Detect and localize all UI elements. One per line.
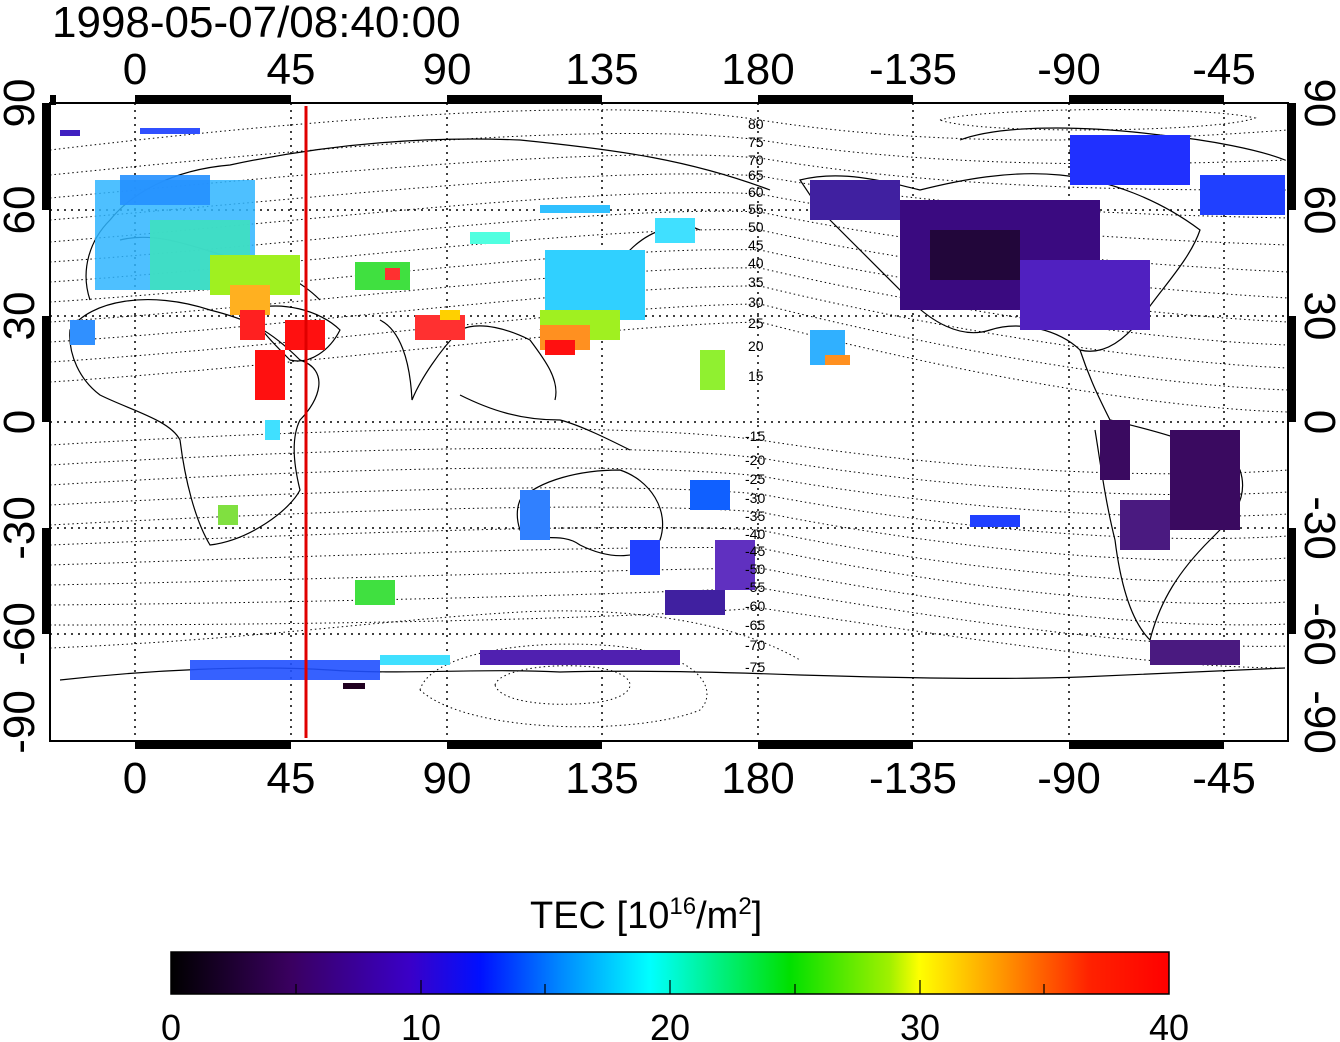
y-right-tick-label: -90: [1295, 690, 1340, 754]
colorbar-tick-label: 0: [161, 1007, 181, 1042]
x-top-tick-label: 180: [721, 45, 794, 94]
contour-label: -55: [745, 579, 765, 595]
contour-label: 80: [748, 116, 764, 132]
contour-label: 50: [748, 219, 764, 235]
contour-label: 75: [748, 134, 764, 150]
contour-label: 40: [748, 255, 764, 271]
contour-label: -65: [745, 617, 765, 633]
x-bottom-tick-label: -135: [869, 754, 957, 803]
contour-label: 60: [748, 184, 764, 200]
timestamp: 1998-05-07/08:40:00: [52, 0, 461, 47]
y-left-tick-label: 60: [0, 186, 44, 235]
x-top-tick-label: -135: [869, 45, 957, 94]
x-top-tick-label: 90: [423, 45, 472, 94]
y-left-tick-label: -90: [0, 690, 44, 754]
x-top-tick-label: 0: [123, 45, 147, 94]
contour-labels-north: 80 75 70 65 60 55 50 45 40 35 30 25 20 1…: [748, 116, 764, 384]
y-right-tick-label: 30: [1295, 292, 1340, 341]
colorbar-tick-label: 40: [1149, 1007, 1189, 1042]
y-right-tick-label: 60: [1295, 186, 1340, 235]
colorbar-tick-label: 10: [401, 1007, 441, 1042]
x-top-tick-label: 135: [565, 45, 638, 94]
y-axis-left: 90 60 30 0 -30 -60 -90: [0, 79, 44, 754]
y-right-tick-label: 0: [1295, 410, 1340, 434]
colorbar-tick-label: 30: [900, 1007, 940, 1042]
x-bottom-tick-label: 135: [565, 754, 638, 803]
x-bottom-tick-label: 90: [423, 754, 472, 803]
x-bottom-tick-label: 45: [267, 754, 316, 803]
colorbar-title: TEC [1016/m2]: [530, 893, 762, 937]
y-axis-right: 90 60 30 0 -30 -60 -90: [1295, 79, 1340, 754]
contour-label: 45: [748, 237, 764, 253]
contour-label: -70: [745, 637, 765, 653]
contour-label: -60: [745, 598, 765, 614]
contour-label: 20: [748, 338, 764, 354]
contour-label: -75: [745, 659, 765, 675]
y-right-tick-label: -30: [1295, 496, 1340, 560]
y-left-tick-label: -60: [0, 602, 44, 666]
y-left-tick-label: -30: [0, 496, 44, 560]
contour-label: 65: [748, 167, 764, 183]
contour-label: -20: [745, 452, 765, 468]
x-axis-bottom: 0 45 90 135 180 -135 -90 -45: [123, 754, 1256, 803]
contour-labels-south: -15 -20 -25 -30 -35 -40 -45 -50 -55 -60 …: [745, 428, 765, 675]
x-bottom-tick-label: 0: [123, 754, 147, 803]
contour-label: -30: [745, 490, 765, 506]
contour-label: 35: [748, 274, 764, 290]
y-left-tick-label: 0: [0, 410, 44, 434]
contour-label: -25: [745, 471, 765, 487]
tec-data-patches: [60, 128, 1285, 689]
contour-label: -50: [745, 561, 765, 577]
x-bottom-tick-label: -90: [1037, 754, 1101, 803]
contour-label: 30: [748, 294, 764, 310]
contour-label: -45: [745, 543, 765, 559]
contour-label: 25: [748, 315, 764, 331]
x-top-tick-label: -45: [1192, 45, 1256, 94]
contour-label: -15: [745, 428, 765, 444]
colorbar: 0 10 20 30 40: [161, 951, 1189, 1042]
y-right-tick-label: -60: [1295, 602, 1340, 666]
contour-label: 70: [748, 152, 764, 168]
colorbar-ticks: [295, 980, 1045, 994]
colorbar-tick-label: 20: [650, 1007, 690, 1042]
x-bottom-tick-label: -45: [1192, 754, 1256, 803]
x-axis-top: 0 45 90 135 180 -135 -90 -45: [123, 45, 1256, 94]
frame-ticks: [42, 95, 1296, 749]
map-plot-area: [42, 95, 1296, 749]
contour-label: -35: [745, 508, 765, 524]
contour-label: 55: [748, 201, 764, 217]
contour-label: -40: [745, 526, 765, 542]
x-top-tick-label: 45: [267, 45, 316, 94]
x-bottom-tick-label: 180: [721, 754, 794, 803]
y-right-tick-label: 90: [1295, 79, 1340, 128]
colorbar-tick-labels: 0 10 20 30 40: [161, 1007, 1189, 1042]
y-left-tick-label: 90: [0, 79, 44, 128]
contour-label: 15: [748, 368, 764, 384]
x-top-tick-label: -90: [1037, 45, 1101, 94]
y-left-tick-label: 30: [0, 292, 44, 341]
